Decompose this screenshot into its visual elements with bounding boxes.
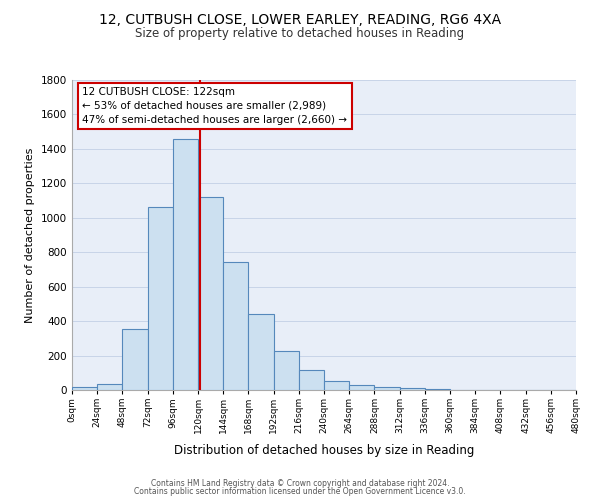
- Bar: [299, 370, 324, 390]
- Bar: [72, 388, 97, 390]
- Text: Contains public sector information licensed under the Open Government Licence v3: Contains public sector information licen…: [134, 487, 466, 496]
- Bar: [374, 386, 400, 390]
- Bar: [400, 388, 425, 390]
- Text: 12 CUTBUSH CLOSE: 122sqm
← 53% of detached houses are smaller (2,989)
47% of sem: 12 CUTBUSH CLOSE: 122sqm ← 53% of detach…: [83, 87, 347, 125]
- Bar: [274, 351, 299, 390]
- Bar: [173, 138, 198, 390]
- Y-axis label: Number of detached properties: Number of detached properties: [25, 148, 35, 322]
- Bar: [324, 380, 349, 390]
- Text: 12, CUTBUSH CLOSE, LOWER EARLEY, READING, RG6 4XA: 12, CUTBUSH CLOSE, LOWER EARLEY, READING…: [99, 12, 501, 26]
- Text: Size of property relative to detached houses in Reading: Size of property relative to detached ho…: [136, 28, 464, 40]
- Bar: [198, 197, 223, 390]
- Bar: [349, 385, 374, 390]
- Bar: [248, 314, 274, 390]
- Bar: [425, 389, 450, 390]
- Bar: [122, 329, 148, 390]
- Bar: [148, 208, 173, 390]
- Text: Contains HM Land Registry data © Crown copyright and database right 2024.: Contains HM Land Registry data © Crown c…: [151, 478, 449, 488]
- Bar: [223, 262, 248, 390]
- Bar: [97, 384, 122, 390]
- X-axis label: Distribution of detached houses by size in Reading: Distribution of detached houses by size …: [174, 444, 474, 458]
